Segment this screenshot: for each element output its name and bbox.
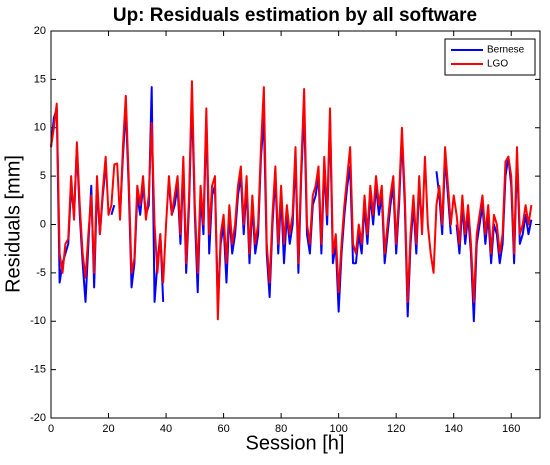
x-axis-label: Session [h]	[246, 432, 345, 454]
x-tick-label: 40	[160, 423, 172, 435]
y-tick-label: -5	[36, 267, 46, 279]
y-tick-label: 0	[40, 218, 46, 230]
y-tick-label: -15	[30, 364, 46, 376]
legend-label: LGO	[487, 59, 508, 70]
x-tick-label: 20	[102, 423, 114, 435]
x-tick-label: 80	[275, 423, 287, 435]
legend-label: Bernese	[487, 45, 525, 56]
plot-frame	[50, 30, 541, 419]
y-tick-label: 5	[40, 170, 46, 182]
series-line	[50, 86, 533, 323]
x-tick-label: 140	[445, 423, 463, 435]
y-tick-label: 15	[34, 73, 46, 85]
x-tick-label: 100	[329, 423, 347, 435]
y-tick-label: 10	[34, 122, 46, 134]
x-tick-label: 160	[502, 423, 520, 435]
x-tick-label: 120	[387, 423, 405, 435]
chart-title: Up: Residuals estimation by all software	[113, 5, 477, 26]
x-tick-label: 60	[217, 423, 229, 435]
y-axis-label: Residuals [mm]	[2, 155, 24, 293]
series-line	[50, 80, 533, 321]
x-tick-label: 0	[48, 423, 54, 435]
y-tick-label: -20	[30, 412, 46, 424]
y-tick-label: -10	[30, 315, 46, 327]
legend-box	[444, 38, 536, 76]
y-tick-label: 20	[34, 25, 46, 37]
